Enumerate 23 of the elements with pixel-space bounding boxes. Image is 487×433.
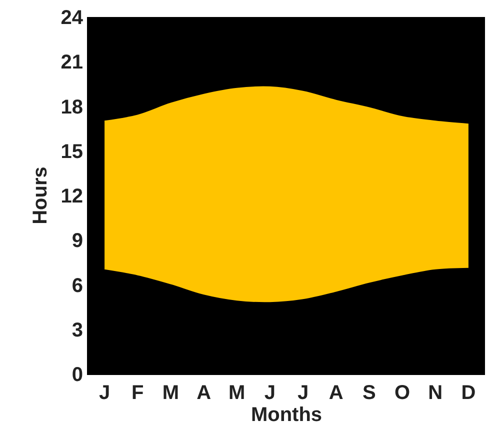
x-tick-label: J [264,382,276,404]
x-tick-label: O [394,382,410,404]
y-tick-label: 6 [72,274,83,297]
x-tick-label: D [461,382,476,404]
y-tick-label: 21 [60,52,83,74]
y-tick-label: 15 [60,140,83,163]
x-tick-label: A [196,382,212,404]
y-tick-label: 18 [60,96,83,118]
x-tick-label: J [297,382,309,404]
x-tick-label: S [362,382,376,404]
x-tick-label: N [428,382,443,404]
y-tick-label: 9 [72,230,83,252]
x-tick-label: M [228,382,246,404]
y-tick-label: 12 [60,186,83,208]
y-tick-label: 3 [72,319,83,342]
x-tick-label: F [132,382,144,404]
x-tick-label: M [162,382,180,404]
y-tick-label: 24 [60,7,84,29]
x-tick-label: J [98,382,110,404]
y-axis-title: Hours [29,166,52,224]
x-axis-title: Months [250,404,322,426]
y-tick-label: 0 [72,364,83,386]
x-tick-label: A [328,382,344,404]
